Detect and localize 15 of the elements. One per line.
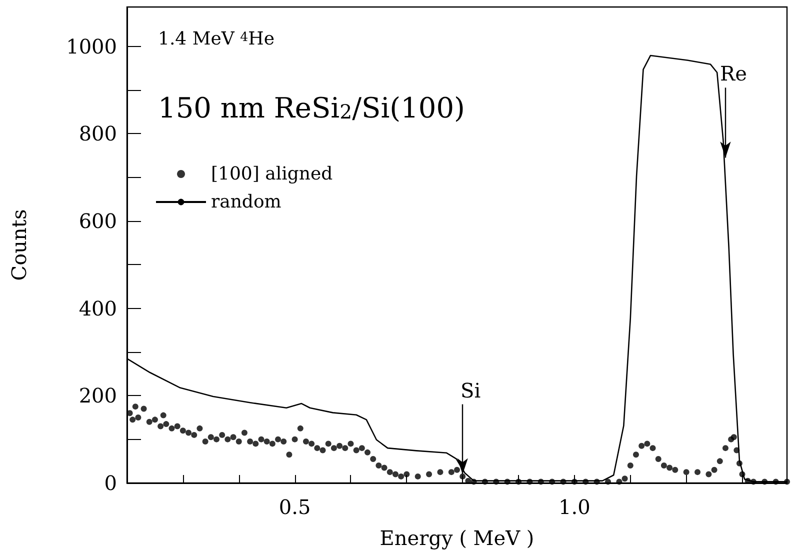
- y-tick-label: 600: [78, 208, 117, 233]
- y-tick-label: 800: [78, 122, 117, 146]
- x-axis-title: Energy ( MeV ): [380, 526, 534, 550]
- legend-label: random: [211, 192, 282, 212]
- y-tick-label: 200: [78, 384, 117, 408]
- x-tick-label: 1.0: [558, 495, 590, 519]
- y-axis-title: Counts: [7, 209, 31, 281]
- y-tick-label: 400: [78, 296, 117, 320]
- legend-label: [100] aligned: [211, 164, 333, 184]
- annotation: 150 nm ReSi2/Si(100): [158, 92, 465, 124]
- y-tick-label: 1000: [66, 34, 117, 58]
- x-tick-label: 0.5: [278, 495, 311, 519]
- annotation: Re: [720, 62, 747, 86]
- annotation: Si: [460, 378, 481, 402]
- y-tick-label: 0: [104, 471, 117, 495]
